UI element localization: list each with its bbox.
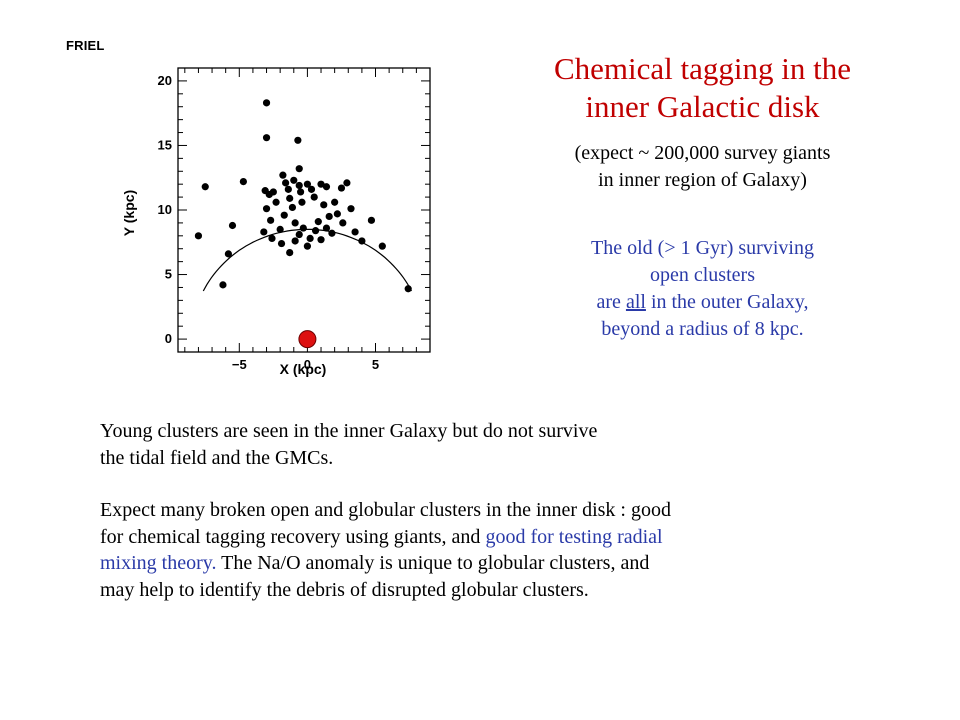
x-axis-label: X (kpc): [280, 361, 327, 377]
body-para2-line4: may help to identify the debris of disru…: [100, 578, 589, 601]
cluster-point: [267, 216, 275, 224]
sun-position-marker: [298, 330, 317, 349]
y-tick-label: 5: [165, 267, 172, 282]
cluster-point: [286, 194, 294, 202]
y-tick-label: 15: [158, 137, 172, 152]
cluster-point: [320, 201, 328, 209]
body-para1-line2: the tidal field and the GMCs.: [100, 446, 334, 469]
body-para1-line1: Young clusters are seen in the inner Gal…: [100, 420, 598, 442]
cluster-point: [303, 180, 312, 188]
cluster-point: [303, 242, 312, 250]
cluster-point: [272, 198, 280, 206]
cluster-point: [291, 237, 299, 245]
title-line-1: Chemical tagging in the: [553, 51, 851, 86]
body-text: Young clusters are seen in the inner Gal…: [100, 418, 900, 603]
cluster-point: [262, 205, 271, 213]
cluster-point: [404, 285, 412, 293]
cluster-point: [351, 228, 359, 236]
y-axis-label: Y (kpc): [121, 190, 137, 236]
cluster-point: [294, 136, 302, 144]
cluster-point: [306, 234, 314, 242]
cluster-point: [296, 188, 305, 196]
cluster-point: [262, 99, 271, 107]
cluster-point: [317, 180, 325, 188]
open-clusters-note: The old (> 1 Gyr) surviving open cluster…: [500, 235, 905, 343]
note-line-3: are all in the outer Galaxy,: [596, 291, 809, 313]
cluster-point: [307, 185, 316, 193]
note-line-2: open clusters: [650, 264, 755, 286]
y-tick-label: 0: [165, 331, 172, 346]
cluster-point: [295, 230, 303, 239]
cluster-point: [311, 227, 320, 235]
cluster-point: [291, 219, 299, 227]
cluster-point: [343, 179, 351, 187]
note-line-4: beyond a radius of 8 kpc.: [601, 318, 804, 340]
slide-subtitle: (expect ~ 200,000 survey giants in inner…: [500, 140, 905, 194]
subtitle-line-1: (expect ~ 200,000 survey giants: [574, 142, 831, 164]
cluster-point: [295, 165, 303, 173]
cluster-point: [279, 171, 287, 179]
cluster-point: [288, 203, 297, 212]
cluster-point: [295, 181, 303, 190]
slide-title: Chemical tagging in the inner Galactic d…: [500, 50, 905, 126]
note-line-1: The old (> 1 Gyr) surviving: [591, 237, 814, 259]
cluster-point: [277, 239, 286, 248]
cluster-point: [290, 176, 298, 184]
title-line-2: inner Galactic disk: [585, 89, 820, 124]
cluster-point: [347, 205, 355, 213]
cluster-point: [284, 185, 292, 193]
y-tick-label: 10: [158, 202, 172, 217]
galactocentric-radius-arc: [202, 228, 413, 292]
figure-credit: FRIEL: [66, 38, 105, 53]
y-tick-label: 20: [158, 73, 172, 88]
cluster-point: [358, 237, 366, 245]
cluster-point: [299, 224, 307, 232]
cluster-point: [317, 236, 325, 244]
cluster-point: [268, 234, 276, 242]
cluster-point: [298, 198, 306, 206]
cluster-point: [239, 178, 247, 186]
cluster-point: [322, 183, 331, 191]
cluster-point: [333, 210, 341, 218]
cluster-point: [280, 211, 288, 219]
cluster-point: [260, 228, 268, 236]
cluster-point: [310, 193, 318, 201]
cluster-point: [337, 184, 346, 192]
subtitle-line-2: in inner region of Galaxy): [598, 169, 807, 191]
cluster-point: [276, 225, 284, 233]
body-para2-line3: mixing theory. The Na/O anomaly is uniqu…: [100, 552, 650, 574]
x-tick-label: 5: [372, 357, 379, 372]
body-para2-line1: Expect many broken open and globular clu…: [100, 499, 671, 521]
cluster-point: [219, 281, 227, 289]
x-tick-label: −5: [232, 357, 247, 372]
cluster-point: [328, 229, 336, 237]
cluster-point: [314, 218, 322, 226]
cluster-point: [331, 198, 339, 206]
cluster-point: [228, 221, 237, 230]
cluster-point: [322, 224, 331, 232]
cluster-point: [286, 249, 294, 257]
body-para2-line2: for chemical tagging recovery using gian…: [100, 525, 663, 548]
galactic-scatter-plot: −5 0 5 0 5 10 15 20 X (kpc) Y (kpc): [121, 67, 431, 377]
cluster-point: [262, 134, 271, 142]
cluster-point: [282, 179, 290, 187]
cluster-point: [325, 212, 333, 221]
cluster-point: [201, 183, 209, 191]
cluster-point: [224, 250, 232, 258]
cluster-point: [378, 242, 386, 250]
cluster-point: [367, 216, 376, 224]
x-tick-label: 0: [304, 357, 311, 372]
cluster-point: [194, 232, 203, 240]
underlined-all: all: [625, 291, 646, 313]
cluster-point: [339, 219, 347, 227]
cluster-point: [269, 188, 277, 196]
plot-frame: [177, 67, 431, 353]
